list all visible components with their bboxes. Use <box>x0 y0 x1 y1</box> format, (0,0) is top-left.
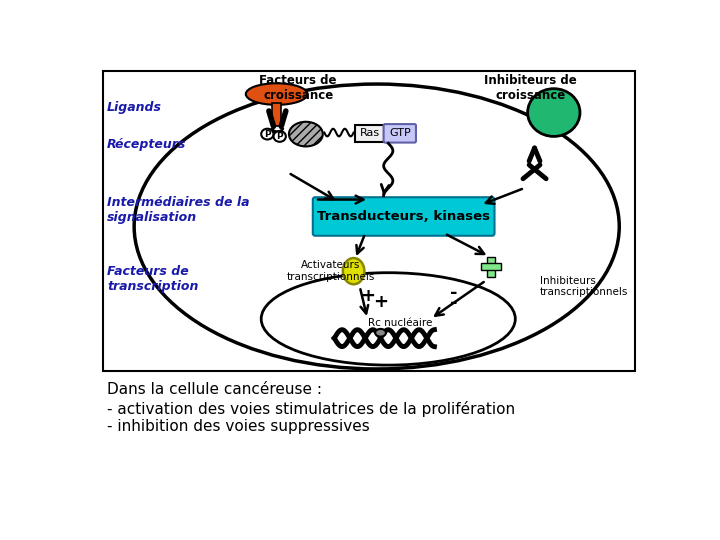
Text: - activation des voies stimulatrices de la prolifération: - activation des voies stimulatrices de … <box>107 401 516 416</box>
Ellipse shape <box>528 89 580 137</box>
Ellipse shape <box>261 129 274 139</box>
Text: Inhibiteurs de
croissance: Inhibiteurs de croissance <box>485 74 577 102</box>
Text: +: + <box>373 293 388 311</box>
Text: Récepteurs: Récepteurs <box>107 138 186 151</box>
Bar <box>481 262 500 271</box>
Ellipse shape <box>343 258 364 284</box>
Bar <box>272 103 282 126</box>
Text: Intermédiaires de la
signalisation: Intermédiaires de la signalisation <box>107 195 250 224</box>
Ellipse shape <box>274 131 286 142</box>
Text: Ligands: Ligands <box>107 100 162 113</box>
Text: -: - <box>450 294 457 313</box>
Text: Ras: Ras <box>360 129 380 138</box>
Text: Activateurs
transcriptionnels: Activateurs transcriptionnels <box>287 260 374 282</box>
Text: Facteurs de
croissance: Facteurs de croissance <box>259 74 337 102</box>
Text: P: P <box>264 130 271 139</box>
Bar <box>487 256 495 276</box>
Ellipse shape <box>246 83 307 105</box>
FancyBboxPatch shape <box>355 125 384 142</box>
Ellipse shape <box>289 122 323 146</box>
Text: Rc nucléaire: Rc nucléaire <box>368 318 432 328</box>
FancyBboxPatch shape <box>384 124 416 143</box>
Text: Dans la cellule cancéreuse :: Dans la cellule cancéreuse : <box>107 382 323 397</box>
Text: P: P <box>276 132 283 141</box>
Text: - inhibition des voies suppressives: - inhibition des voies suppressives <box>107 419 370 434</box>
Text: GTP: GTP <box>389 129 410 138</box>
FancyBboxPatch shape <box>312 197 495 236</box>
Ellipse shape <box>375 329 386 336</box>
Text: Facteurs de
transcription: Facteurs de transcription <box>107 265 199 293</box>
Bar <box>104 71 634 372</box>
Text: Inhibiteurs
transcriptionnels: Inhibiteurs transcriptionnels <box>540 276 629 298</box>
Text: -: - <box>450 285 457 302</box>
Text: Transducteurs, kinases: Transducteurs, kinases <box>317 210 490 223</box>
Text: +: + <box>360 287 375 305</box>
